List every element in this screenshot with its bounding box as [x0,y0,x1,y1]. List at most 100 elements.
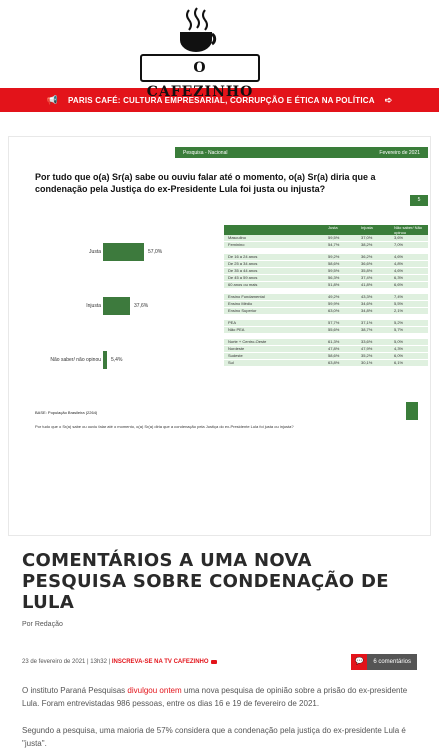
graphic-header: Pesquisa - Nacional Fevereiro de 2021 [175,147,428,158]
bar-label: Não saber/ não opinou [50,357,101,363]
table-cell: 38,7% [361,327,373,332]
survey-question: Por tudo que o(a) Sr(a) sabe ou ouviu fa… [35,172,376,194]
table-cell: De 35 a 44 anos [228,268,258,273]
table-cell: 6,0% [394,353,404,358]
table-cell: Masculino [228,235,247,240]
survey-graphic: Pesquisa - Nacional Fevereiro de 2021 Po… [31,147,428,433]
table-cell: 35,8% [361,268,373,273]
table-cell: Sudeste [228,353,243,358]
table-cell: 6,6% [394,282,404,287]
table-header-cell: Injusta [361,225,373,230]
megaphone-icon: 📢 [46,94,58,105]
table-cell: 34,6% [361,301,373,306]
table-cell: Sul [228,360,234,365]
article-time: 13h32 [90,659,107,665]
table-cell: 57,7% [328,320,340,325]
table-row: De 25 a 34 anos 58,6% 36,6% 4,8% [224,261,428,268]
table-cell: 59,9% [328,301,340,306]
site-logo[interactable]: O CAFEZINHO [140,54,260,100]
breakdown-table: Justa Injusta Não saber/ Não opinou Masculi… [224,225,428,367]
bar-value: 57,0% [148,249,163,255]
table-row: Feminino 54,7% 38,2% 7,0% [224,242,428,249]
table-cell: Norte + Centro-Oeste [228,339,267,344]
bar-label: Justa [89,249,101,255]
table-cell: 60 anos ou mais [228,282,258,287]
table-cell: 33,6% [361,339,373,344]
article-date: 23 de fevereiro de 2021 [22,659,86,665]
pollster-logo [406,402,418,420]
table-row: Sul 63,8% 30,1% 6,1% [224,360,428,367]
table-cell: 55,6% [328,327,340,332]
next-icon[interactable]: ➪ [384,94,393,105]
comments-button[interactable]: 💬 6 comentários [351,654,417,670]
table-cell: 5,7% [394,327,404,332]
bar-value: 5,4% [111,357,123,363]
article-paragraph: O instituto Paraná Pesquisas divulgou on… [22,684,417,710]
bar [103,297,130,315]
table-cell: 47,8% [328,346,340,351]
table-cell: Ensino Fundamental [228,294,265,299]
article-title: COMENTÁRIOS A UMA NOVA PESQUISA SOBRE CO… [22,550,389,613]
source-link[interactable]: divulgou ontem [127,686,182,695]
table-cell: 7,0% [394,242,404,247]
table-row: Nordeste 47,8% 47,9% 4,3% [224,346,428,353]
table-row: Ensino Superior 63,0% 34,8% 2,1% [224,308,428,315]
article-paragraph: Segundo a pesquisa, uma maioria de 57% c… [22,726,406,748]
table-cell: De 25 a 34 anos [228,261,258,266]
table-cell: 49,2% [328,294,340,299]
table-row: De 35 a 44 anos 59,5% 35,8% 4,6% [224,268,428,275]
table-spacer [224,249,428,254]
table-cell: 37,4% [361,275,373,280]
table-cell: 58,6% [328,261,340,266]
table-cell: De 16 a 24 anos [228,254,258,259]
comment-icon[interactable]: 💬 [351,654,368,670]
table-cell: 47,9% [361,346,373,351]
table-cell: 6,1% [394,360,404,365]
table-cell: 5,2% [394,320,404,325]
table-cell: 41,8% [361,282,373,287]
table-row: PEA 57,7% 37,1% 5,2% [224,320,428,327]
table-header-cell [224,225,328,235]
coffee-cup-icon[interactable] [172,6,222,54]
article-author[interactable]: Por Redação [22,621,63,628]
graphic-source: Pesquisa - Nacional [183,149,228,156]
article-meta: 23 de fevereiro de 2021 | 13h32 | INSCRE… [22,654,417,670]
table-cell: 30,1% [361,360,373,365]
table-row: Norte + Centro-Oeste 61,3% 33,6% 5,0% [224,339,428,346]
table-cell: 7,4% [394,294,404,299]
table-cell: 5,5% [394,301,404,306]
table-cell: 36,6% [361,261,373,266]
tv-cafezinho-link[interactable]: INSCREVA-SE NA TV CAFEZINHO [111,659,209,665]
table-cell: 59,5% [328,235,340,240]
table-cell: 54,7% [328,242,340,247]
table-row: Ensino Fundamental 49,2% 43,3% 7,4% [224,294,428,301]
table-cell: Feminino [228,242,245,247]
table-cell: 38,2% [361,242,373,247]
table-cell: De 45 a 59 anos [228,275,258,280]
table-header: Justa Injusta Não saber/ Não opinou [224,225,428,235]
table-cell: 56,3% [328,275,340,280]
bar [103,243,144,261]
table-cell: Ensino Médio [228,301,253,306]
comments-count[interactable]: 6 comentários [367,654,417,670]
ticker-bar: 📢 PARIS CAFÉ: CULTURA EMPRESARIAL, CORRU… [0,88,439,112]
table-spacer [224,334,428,339]
table-row: De 16 a 24 anos 59,2% 36,2% 4,6% [224,254,428,261]
table-cell: 51,8% [328,282,340,287]
table-cell: Ensino Superior [228,308,257,313]
bar-label: Injusta [86,303,101,309]
ticker-link[interactable]: PARIS CAFÉ: CULTURA EMPRESARIAL, CORRUPÇ… [67,95,375,105]
table-cell: Nordeste [228,346,245,351]
table-spacer [224,289,428,294]
table-cell: Não PEA [228,327,245,332]
table-cell: 37,1% [361,320,373,325]
bar-value: 37,6% [134,303,149,309]
table-cell: 4,6% [394,254,404,259]
table-cell: 36,2% [361,254,373,259]
table-cell: 4,6% [394,268,404,273]
table-cell: 6,3% [394,275,404,280]
table-cell: 5,0% [394,339,404,344]
featured-image: Pesquisa - Nacional Fevereiro de 2021 Po… [8,136,431,536]
table-row: Masculino 59,5% 37,0% 3,6% [224,235,428,242]
table-row: Não PEA 55,6% 38,7% 5,7% [224,327,428,334]
